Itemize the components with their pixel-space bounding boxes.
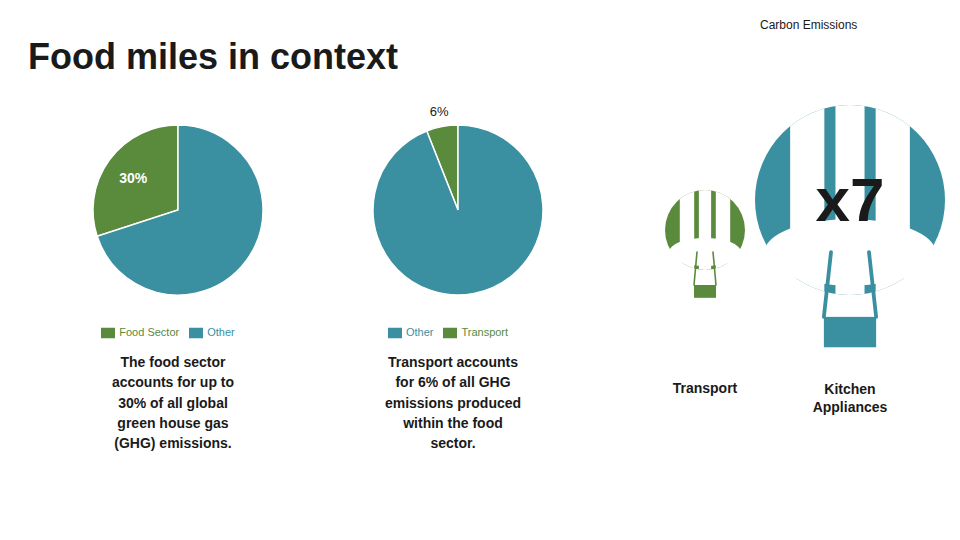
- svg-text:30%: 30%: [119, 170, 148, 186]
- html-text:Other: Other: [207, 325, 235, 338]
- html-text:Kitchen Appliances: Kitchen Appliances: [812, 381, 888, 416]
- svg-text:6%: 6%: [430, 104, 449, 119]
- html-text:Transport: Transport: [461, 325, 509, 338]
- html-text:The food sector accounts for u: The food sector accounts for up to 30% o…: [111, 354, 235, 452]
- html-text:Transport: Transport: [672, 380, 738, 396]
- html-text:Food miles in context: Food miles in context: [28, 36, 398, 77]
- html-text:x7: x7: [815, 165, 885, 234]
- html-text:Carbon Emissions: Carbon Emissions: [760, 18, 858, 32]
- html-text:Food Sector: Food Sector: [119, 325, 180, 338]
- html-text:Other: Other: [405, 325, 434, 338]
- html-text:Transport accounts for 6% of a: Transport accounts for 6% of all GHG emi…: [384, 354, 522, 452]
